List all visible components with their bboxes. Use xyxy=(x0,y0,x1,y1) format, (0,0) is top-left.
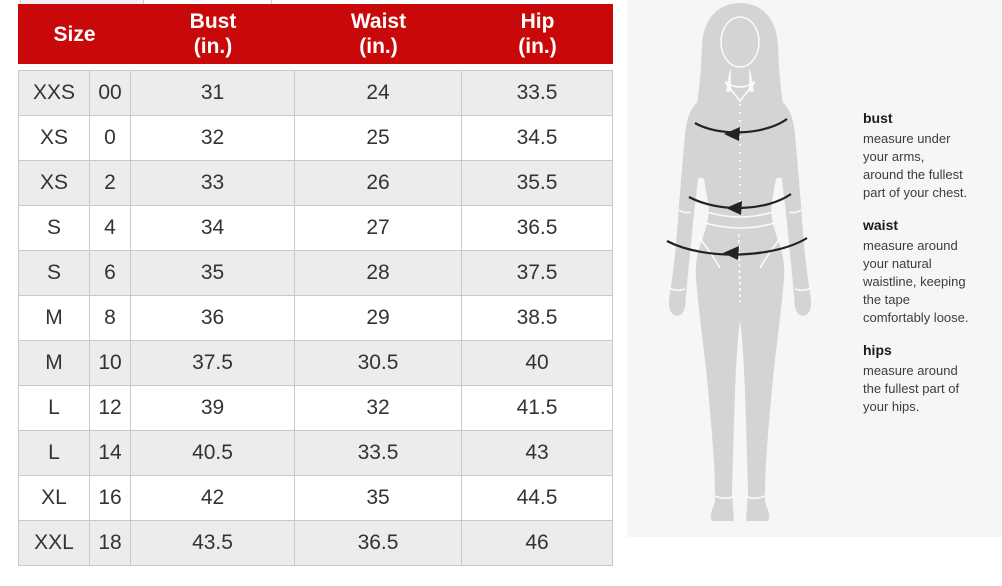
size-table-body: XXS 00 31 24 33.5 XS 0 32 25 34.5 XS 2 33 26 35.5 S 4 34 2… xyxy=(18,70,613,566)
size-letter-cell: L xyxy=(18,431,90,476)
size-number-cell: 16 xyxy=(90,476,131,521)
hip-cell: 33.5 xyxy=(462,70,613,116)
hip-cell: 40 xyxy=(462,341,613,386)
guide-heading-hips: hips xyxy=(863,342,892,358)
size-letter-cell: XL xyxy=(18,476,90,521)
bust-cell: 35 xyxy=(131,251,295,296)
hip-arrow xyxy=(666,237,808,256)
hip-cell: 37.5 xyxy=(462,251,613,296)
measurement-panel: bust measure under your arms, around the … xyxy=(627,0,1002,537)
size-letter-cell: XS xyxy=(18,116,90,161)
size-letter-cell: XXL xyxy=(18,521,90,566)
size-letter-cell: S xyxy=(18,251,90,296)
size-letter-cell: M xyxy=(18,296,90,341)
bust-cell: 39 xyxy=(131,386,295,431)
hip-cell: 34.5 xyxy=(462,116,613,161)
col-header-hip: Hip (in.) xyxy=(462,4,613,70)
table-row: S 6 35 28 37.5 xyxy=(18,251,613,296)
table-row: M 10 37.5 30.5 40 xyxy=(18,341,613,386)
bust-cell: 37.5 xyxy=(131,341,295,386)
waist-cell: 27 xyxy=(295,206,462,251)
size-number-cell: 14 xyxy=(90,431,131,476)
bust-cell: 36 xyxy=(131,296,295,341)
size-number-cell: 10 xyxy=(90,341,131,386)
bust-cell: 43.5 xyxy=(131,521,295,566)
size-letter-cell: XS xyxy=(18,161,90,206)
bust-cell: 32 xyxy=(131,116,295,161)
size-chart-table: Size Bust (in.) Waist (in.) Hip (in.) XX… xyxy=(18,4,613,566)
waist-cell: 25 xyxy=(295,116,462,161)
table-row: XXS 00 31 24 33.5 xyxy=(18,70,613,116)
hip-cell: 43 xyxy=(462,431,613,476)
waist-cell: 33.5 xyxy=(295,431,462,476)
col-header-bust: Bust (in.) xyxy=(131,4,295,70)
guide-text-hips: measure around the fullest part of your … xyxy=(863,363,960,414)
figure-torso-legs xyxy=(695,91,785,521)
measurement-arrows xyxy=(666,118,808,256)
waist-cell: 28 xyxy=(295,251,462,296)
table-row: XS 2 33 26 35.5 xyxy=(18,161,613,206)
waist-cell: 29 xyxy=(295,296,462,341)
size-table-header: Size Bust (in.) Waist (in.) Hip (in.) xyxy=(18,4,613,70)
hip-cell: 38.5 xyxy=(462,296,613,341)
size-number-cell: 00 xyxy=(90,70,131,116)
col-header-waist: Waist (in.) xyxy=(295,4,462,70)
measurement-guide: bust measure under your arms, around the … xyxy=(863,110,997,431)
guide-text-waist: measure around your natural waistline, k… xyxy=(863,238,969,325)
waist-cell: 32 xyxy=(295,386,462,431)
size-number-cell: 4 xyxy=(90,206,131,251)
figure-garment-lines xyxy=(668,81,812,500)
guide-section-waist: waist measure around your natural waistli… xyxy=(863,217,997,327)
bust-cell: 40.5 xyxy=(131,431,295,476)
size-number-cell: 6 xyxy=(90,251,131,296)
body-measurement-figure xyxy=(666,3,813,521)
guide-section-bust: bust measure under your arms, around the … xyxy=(863,110,997,202)
size-number-cell: 18 xyxy=(90,521,131,566)
table-row: XS 0 32 25 34.5 xyxy=(18,116,613,161)
hip-cell: 44.5 xyxy=(462,476,613,521)
arrowheads xyxy=(723,127,742,260)
table-row: L 14 40.5 33.5 43 xyxy=(18,431,613,476)
size-letter-cell: M xyxy=(18,341,90,386)
waist-cell: 36.5 xyxy=(295,521,462,566)
bust-cell: 33 xyxy=(131,161,295,206)
guide-heading-bust: bust xyxy=(863,110,893,126)
size-letter-cell: S xyxy=(18,206,90,251)
bust-cell: 42 xyxy=(131,476,295,521)
size-letter-cell: XXS xyxy=(18,70,90,116)
bust-cell: 34 xyxy=(131,206,295,251)
waist-cell: 30.5 xyxy=(295,341,462,386)
hip-cell: 35.5 xyxy=(462,161,613,206)
figure-face xyxy=(720,16,760,68)
table-row: XXL 18 43.5 36.5 46 xyxy=(18,521,613,566)
figure-neck xyxy=(731,62,749,96)
table-row: S 4 34 27 36.5 xyxy=(18,206,613,251)
guide-heading-waist: waist xyxy=(863,217,899,233)
table-row: XL 16 42 35 44.5 xyxy=(18,476,613,521)
table-row: M 8 36 29 38.5 xyxy=(18,296,613,341)
size-letter-cell: L xyxy=(18,386,90,431)
col-header-size: Size xyxy=(18,4,131,70)
hip-cell: 41.5 xyxy=(462,386,613,431)
bust-arrow xyxy=(694,118,788,134)
bust-cell: 31 xyxy=(131,70,295,116)
waist-cell: 26 xyxy=(295,161,462,206)
size-number-cell: 8 xyxy=(90,296,131,341)
hip-cell: 46 xyxy=(462,521,613,566)
table-row: L 12 39 32 41.5 xyxy=(18,386,613,431)
size-number-cell: 0 xyxy=(90,116,131,161)
guide-section-hips: hips measure around the fullest part of y… xyxy=(863,342,997,416)
waist-cell: 24 xyxy=(295,70,462,116)
waist-cell: 35 xyxy=(295,476,462,521)
size-number-cell: 2 xyxy=(90,161,131,206)
hip-cell: 36.5 xyxy=(462,206,613,251)
size-number-cell: 12 xyxy=(90,386,131,431)
guide-text-bust: measure under your arms, around the full… xyxy=(863,131,968,200)
waist-arrow xyxy=(688,193,792,210)
figure-hair xyxy=(686,3,794,179)
cropped-row-sliver xyxy=(0,0,613,4)
